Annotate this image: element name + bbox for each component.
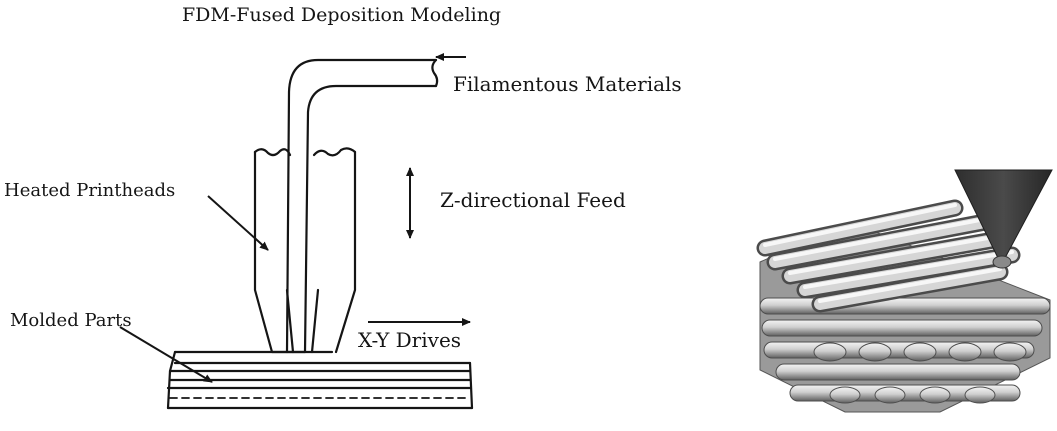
nozzle-tip <box>992 255 1012 269</box>
lattice-tube-ends <box>813 342 1027 404</box>
label-filamentous-materials: Filamentous Materials <box>453 72 682 96</box>
filament-wall-inner <box>303 84 438 354</box>
filament-wall-outer <box>285 58 438 354</box>
part-layer-top <box>168 369 472 382</box>
label-z-directional-feed: Z-directional Feed <box>440 188 626 212</box>
schematic-diagram <box>119 53 474 410</box>
printheads-pointer-arrow <box>207 195 269 251</box>
label-heated-printheads: Heated Printheads <box>4 180 176 201</box>
part-right-edge <box>468 361 474 410</box>
printhead-channel <box>285 288 320 354</box>
printhead-top-right <box>312 147 357 157</box>
printhead-top-left <box>253 148 292 157</box>
lattice-top-layer <box>756 199 1021 313</box>
molded-parts-pointer-arrow <box>119 326 213 383</box>
label-xy-drives: X-Y Drives <box>358 328 462 352</box>
figure-title: FDM-Fused Deposition Modeling <box>182 4 502 26</box>
label-molded-parts: Molded Parts <box>10 310 132 331</box>
deposited-layer <box>173 350 472 365</box>
filament-end <box>431 58 439 88</box>
